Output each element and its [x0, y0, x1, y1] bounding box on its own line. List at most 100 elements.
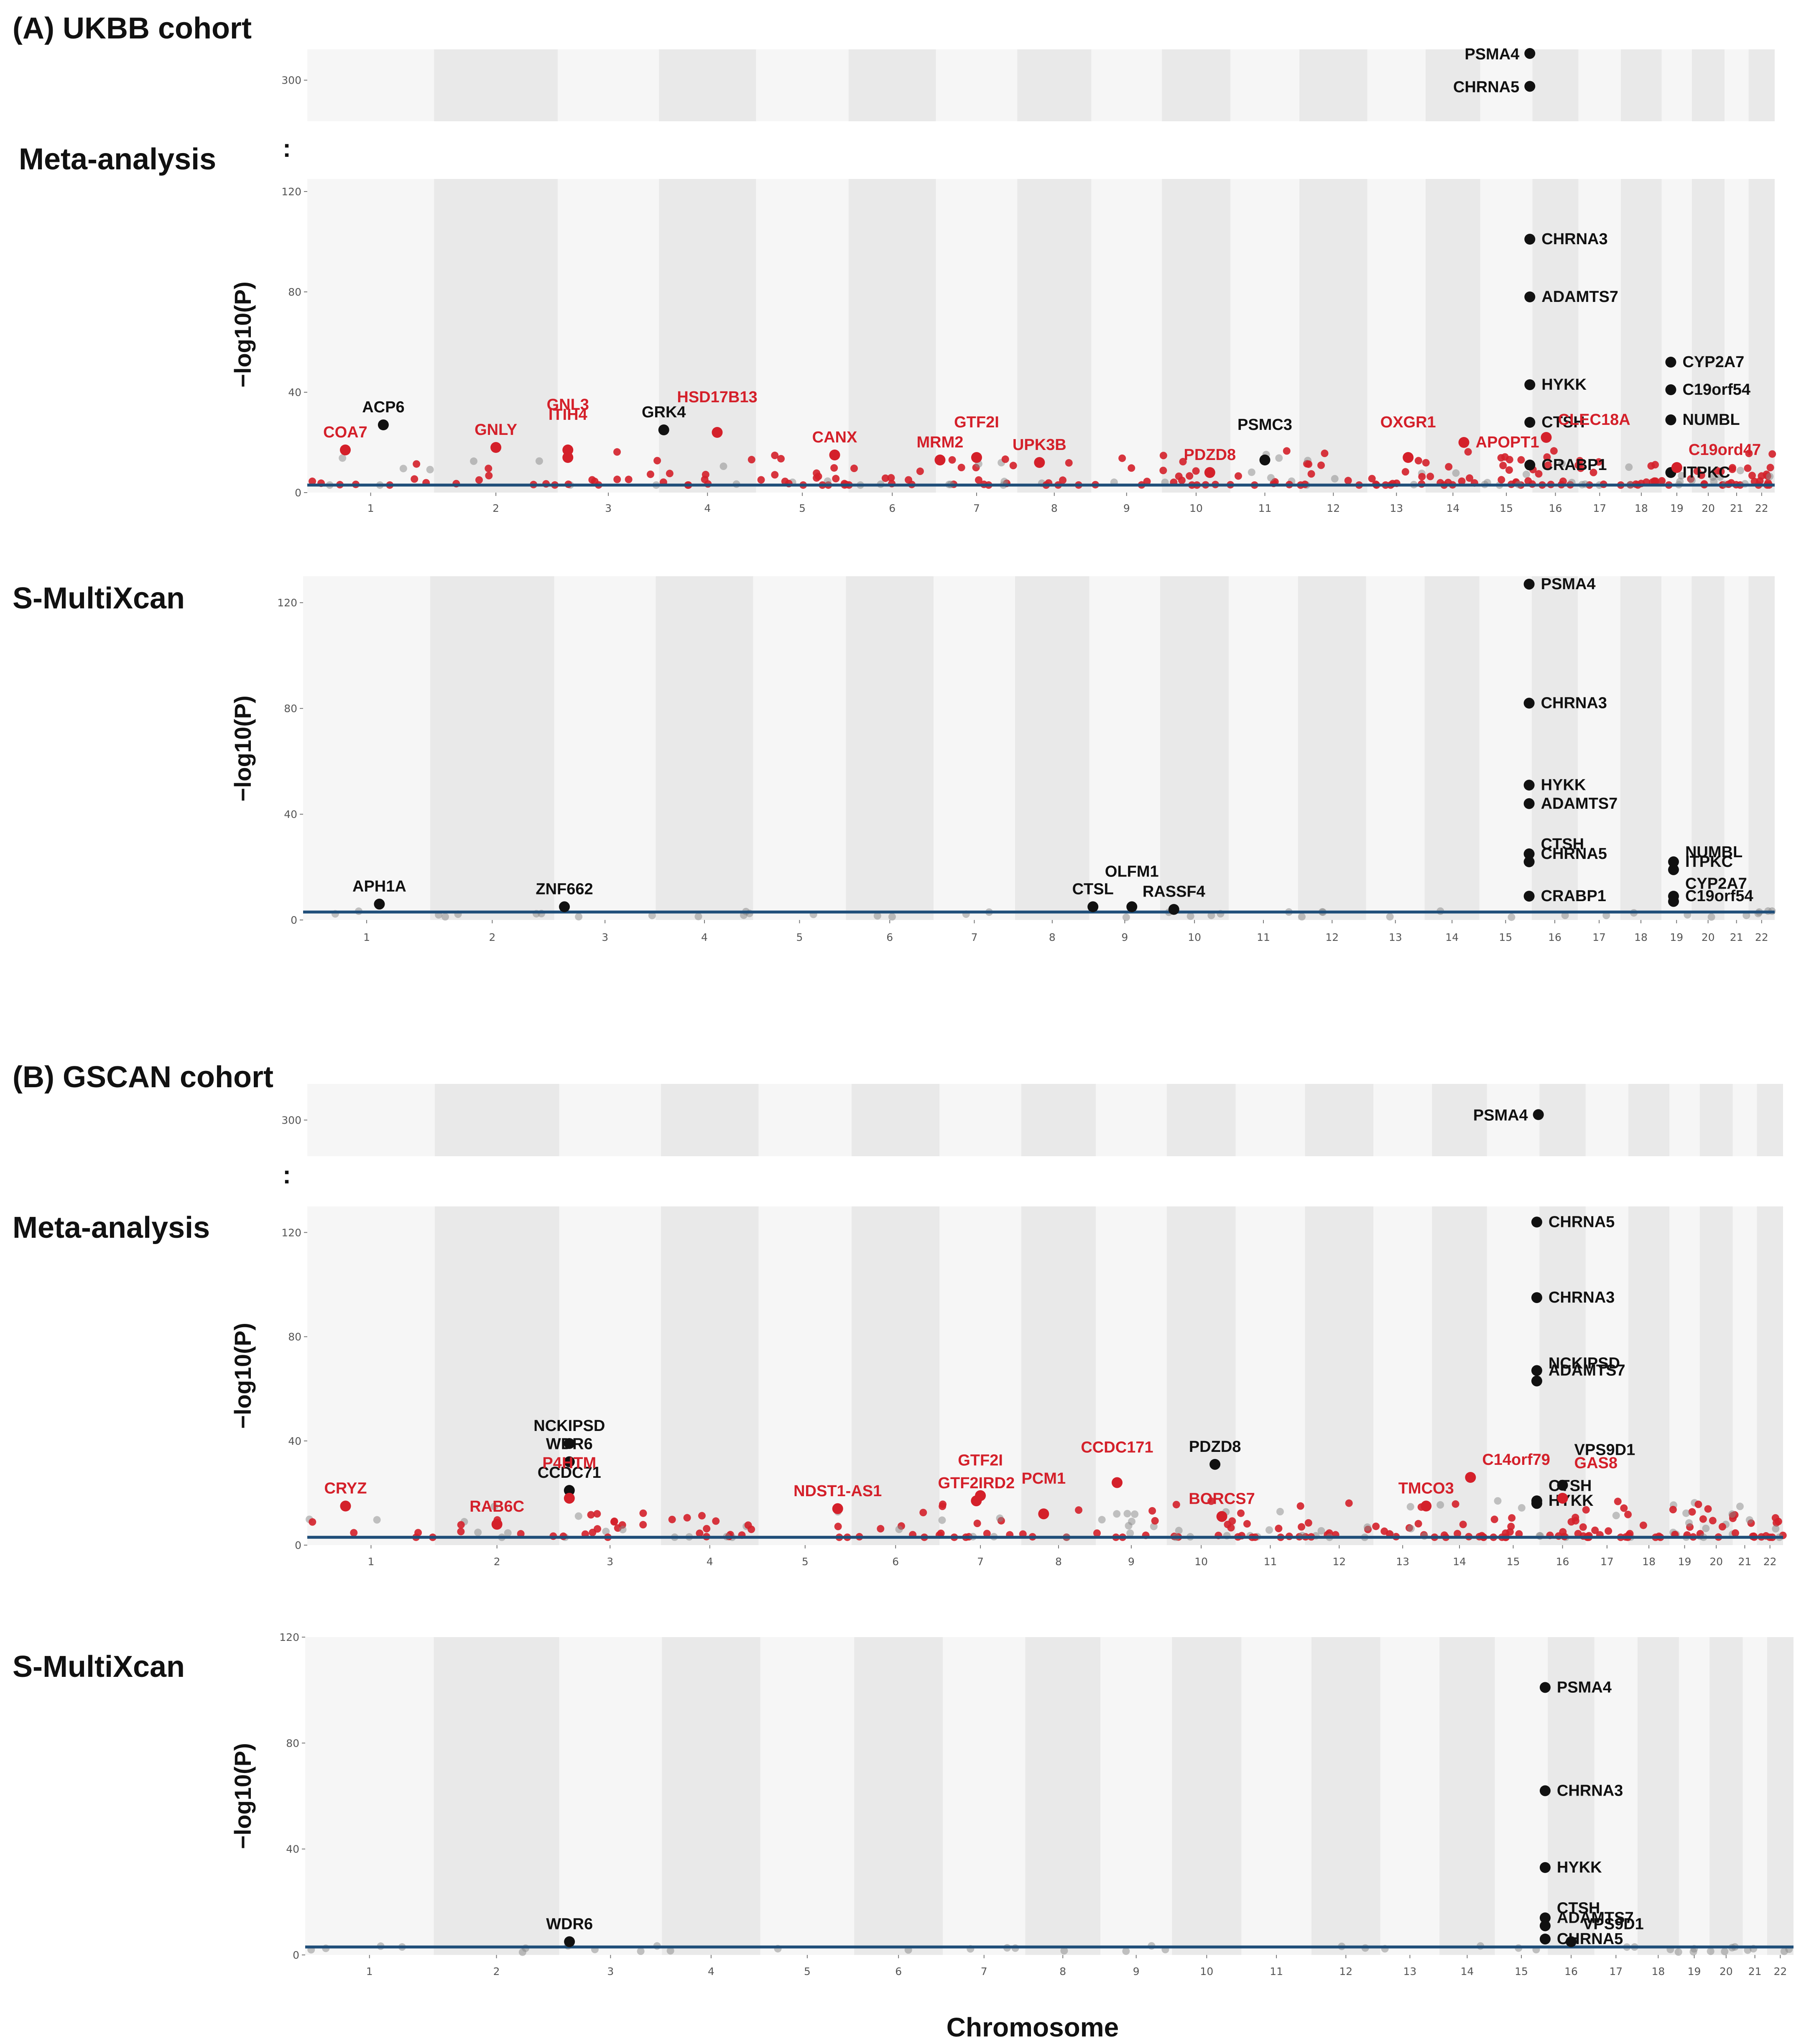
chromosome-band-ukbb-smultixcan-3 — [554, 576, 656, 920]
chromosome-band-ukbb-smultixcan-21 — [1724, 576, 1749, 920]
gene-label-upk3b: UPK3B — [1013, 436, 1066, 454]
gene-label-nckipsd: NCKIPSD — [533, 1417, 605, 1435]
background-point — [414, 1529, 422, 1537]
x-tick-label-chr-3: 3 — [607, 1556, 613, 1568]
chromosome-band-ukbb-meta-upper-18 — [1621, 49, 1662, 121]
background-point — [1186, 472, 1194, 480]
point-c14orf79 — [1465, 1472, 1476, 1483]
x-tick-label-chr-19: 19 — [1670, 502, 1684, 514]
x-tick-label-chr-17: 17 — [1609, 1965, 1623, 1978]
gene-label-adamts7: ADAMTS7 — [1541, 288, 1618, 306]
gene-label-pdzd8: PDZD8 — [1189, 1438, 1241, 1456]
background-point — [888, 913, 896, 921]
background-point — [373, 1516, 381, 1524]
point-chrna3 — [1524, 234, 1536, 245]
x-tick-label-chr-3: 3 — [605, 502, 612, 514]
chromosome-band-gscan-smultixcan-20 — [1709, 1637, 1743, 1955]
chromosome-band-gscan-meta-5 — [758, 1206, 852, 1545]
chromosome-band-gscan-smultixcan-15 — [1495, 1637, 1548, 1955]
chromosome-band-gscan-meta-upper-12 — [1305, 1084, 1374, 1156]
background-point — [1499, 462, 1507, 470]
gene-label-ctsh: CTSH — [1557, 1899, 1600, 1917]
point-p4htm — [564, 1492, 575, 1504]
background-point — [696, 1529, 704, 1537]
x-tick-label-chr-11: 11 — [1264, 1556, 1277, 1568]
chromosome-band-ukbb-meta-22 — [1748, 179, 1775, 493]
x-tick-label-chr-4: 4 — [708, 1965, 714, 1978]
background-point — [1558, 460, 1566, 468]
x-tick-label-chr-16: 16 — [1549, 502, 1562, 514]
gene-label-ctsl: CTSL — [1072, 880, 1114, 898]
chromosome-band-ukbb-meta-upper-12 — [1299, 49, 1368, 121]
gene-label-crabp1: CRABP1 — [1541, 456, 1607, 474]
x-tick-label-chr-2: 2 — [492, 502, 499, 514]
chromosome-band-gscan-meta-upper-3 — [559, 1084, 661, 1156]
point-ctsh — [1524, 417, 1536, 428]
chromosome-band-gscan-smultixcan-4 — [662, 1637, 760, 1955]
point-ctsl — [1087, 901, 1099, 912]
chromosome-band-gscan-meta-upper-20 — [1699, 1084, 1733, 1156]
chromosome-band-gscan-meta-upper-4 — [661, 1084, 759, 1156]
chromosome-band-ukbb-meta-upper-7 — [936, 49, 1018, 121]
chromosome-band-gscan-meta-11 — [1235, 1206, 1305, 1545]
chromosome-band-ukbb-meta-upper-6 — [848, 49, 936, 121]
background-point — [919, 1509, 927, 1517]
background-point — [309, 478, 316, 485]
point-ctsh — [1523, 856, 1535, 867]
background-point — [1674, 1948, 1682, 1956]
gene-label-coa7: COA7 — [323, 424, 367, 441]
background-point — [339, 454, 347, 462]
x-tick-label-chr-22: 22 — [1755, 931, 1768, 943]
chromosome-band-ukbb-meta-14 — [1425, 179, 1480, 493]
background-point — [1298, 913, 1306, 921]
chromosome-band-ukbb-meta-upper-19 — [1661, 49, 1692, 121]
x-tick-label-chr-17: 17 — [1592, 931, 1606, 943]
background-point — [1494, 1497, 1502, 1505]
background-point — [639, 1509, 647, 1517]
background-point — [1543, 453, 1551, 461]
background-point — [975, 476, 982, 484]
background-point — [587, 1511, 595, 1519]
x-tick-label-chr-7: 7 — [971, 931, 978, 943]
x-tick-label-chr-8: 8 — [1051, 502, 1058, 514]
background-point — [1305, 460, 1313, 468]
background-point — [474, 1528, 482, 1536]
point-c19ord47 — [1671, 462, 1682, 473]
chromosome-band-ukbb-smultixcan-15 — [1479, 576, 1532, 920]
x-tick-label-chr-12: 12 — [1327, 502, 1340, 514]
x-tick-label-chr-18: 18 — [1651, 1965, 1665, 1978]
gene-label-rassf4: RASSF4 — [1143, 883, 1205, 901]
background-point — [1550, 447, 1558, 455]
point-c19orf54 — [1665, 384, 1676, 395]
background-point — [1407, 1525, 1415, 1533]
background-point — [648, 912, 656, 920]
background-point — [887, 474, 895, 482]
x-tick-label-chr-5: 5 — [802, 1556, 809, 1568]
point-chrna3 — [1531, 1292, 1542, 1303]
background-point — [666, 1947, 674, 1955]
chromosome-band-ukbb-meta-12 — [1299, 179, 1368, 493]
background-point — [1688, 1508, 1696, 1516]
gene-label-chrna5: CHRNA5 — [1549, 1213, 1615, 1231]
chromosome-band-gscan-meta-upper-8 — [1021, 1084, 1096, 1156]
background-point — [973, 1520, 981, 1528]
chromosome-band-ukbb-meta-upper-11 — [1230, 49, 1300, 121]
background-point — [1060, 1947, 1068, 1955]
chromosome-band-gscan-meta-upper-22 — [1757, 1084, 1783, 1156]
background-point — [698, 1512, 706, 1520]
background-point — [1001, 455, 1009, 463]
chromosome-band-ukbb-meta-20 — [1692, 179, 1725, 493]
point-mrm2 — [934, 455, 946, 465]
chromosome-band-ukbb-meta-upper-4 — [659, 49, 756, 121]
chromosome-band-ukbb-smultixcan-1 — [303, 576, 431, 920]
chromosome-band-gscan-meta-21 — [1732, 1206, 1757, 1545]
gene-label-chrna5: CHRNA5 — [1541, 845, 1607, 863]
chromosome-band-gscan-smultixcan-9 — [1100, 1637, 1172, 1955]
chromosome-band-ukbb-meta-upper-10 — [1162, 49, 1230, 121]
x-tick-label-chr-9: 9 — [1123, 502, 1130, 514]
background-point — [1745, 450, 1753, 457]
background-point — [309, 1518, 316, 1526]
point-clec18a — [1541, 432, 1552, 443]
point-chrna5 — [1531, 1216, 1542, 1228]
chromosome-band-ukbb-meta-3 — [558, 179, 659, 493]
